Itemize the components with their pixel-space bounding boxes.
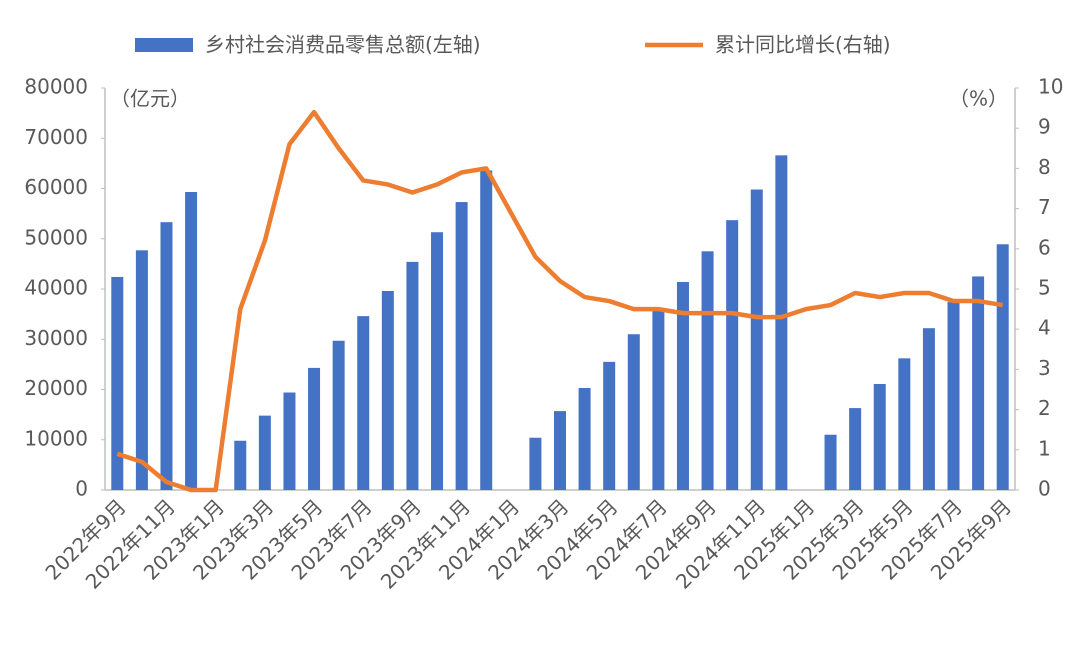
y2-tick-label: 5 <box>1038 276 1051 300</box>
bar <box>135 250 148 490</box>
bar <box>234 440 247 490</box>
y2-tick-label: 0 <box>1038 477 1051 501</box>
bar <box>922 328 935 490</box>
bar <box>480 170 493 490</box>
y2-tick-label: 1 <box>1038 436 1051 460</box>
bar <box>455 202 468 490</box>
bar <box>529 437 542 490</box>
bar <box>308 367 321 490</box>
legend-swatch <box>135 38 193 52</box>
legend-label: 累计同比增长(右轴) <box>715 33 891 57</box>
y-tick-label: 60000 <box>24 175 88 199</box>
y2-tick-label: 3 <box>1038 356 1051 380</box>
legend-label: 乡村社会消费品零售总额(左轴) <box>205 33 481 57</box>
y2-tick-label: 8 <box>1038 155 1051 179</box>
bar <box>849 408 862 490</box>
bar <box>603 361 616 490</box>
bar <box>676 281 689 490</box>
y-tick-label: 70000 <box>24 125 88 149</box>
bar <box>381 291 394 490</box>
y2-unit: （%） <box>949 87 1008 111</box>
bar <box>578 387 591 490</box>
y-unit: （亿元） <box>110 87 190 111</box>
bar <box>431 232 444 490</box>
bar <box>406 261 419 490</box>
y-tick-label: 30000 <box>24 326 88 350</box>
y2-tick-label: 10 <box>1038 75 1063 99</box>
bar <box>701 251 714 490</box>
bar <box>996 244 1009 490</box>
bar <box>627 334 640 490</box>
y2-tick-label: 9 <box>1038 115 1051 139</box>
bar <box>750 189 763 490</box>
bar <box>258 415 271 490</box>
y-tick-label: 80000 <box>24 75 88 99</box>
bar <box>357 316 370 490</box>
bar <box>726 220 739 490</box>
y2-tick-label: 6 <box>1038 235 1051 259</box>
bar <box>775 155 788 490</box>
y-tick-label: 50000 <box>24 225 88 249</box>
bar <box>898 358 911 490</box>
bar <box>332 340 345 490</box>
y-tick-label: 20000 <box>24 376 88 400</box>
bar <box>283 392 296 490</box>
line <box>116 109 1004 493</box>
y-tick-label: 0 <box>75 477 88 501</box>
y2-tick-label: 2 <box>1038 396 1051 420</box>
bar <box>160 222 173 491</box>
bar <box>947 302 960 490</box>
bar <box>652 309 665 490</box>
bar <box>873 383 886 490</box>
bar <box>111 276 124 490</box>
bar <box>554 411 566 490</box>
bar <box>824 434 837 490</box>
bar <box>185 192 198 490</box>
y2-tick-label: 4 <box>1038 316 1051 340</box>
bar <box>972 276 985 490</box>
y2-tick-label: 7 <box>1038 195 1051 219</box>
y-tick-label: 10000 <box>24 426 88 450</box>
y-tick-label: 40000 <box>24 276 88 300</box>
